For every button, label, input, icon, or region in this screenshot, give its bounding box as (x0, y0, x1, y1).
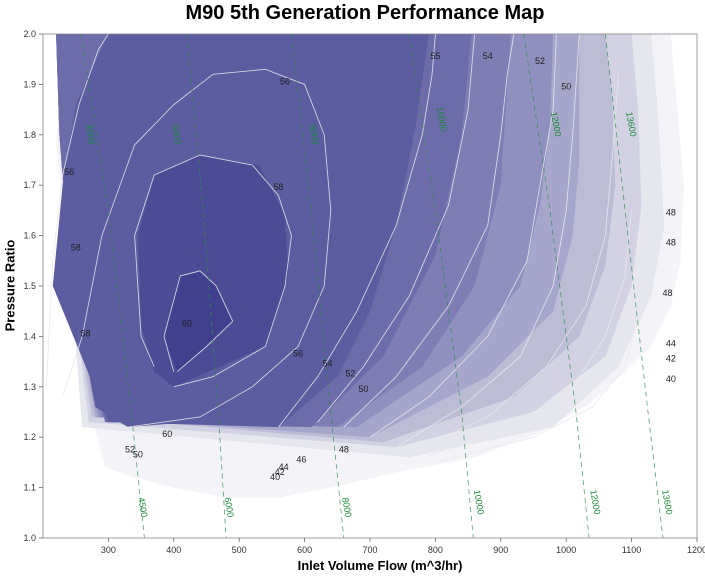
efficiency-contour-line (62, 68, 332, 428)
contour-label: 46 (296, 454, 306, 464)
speed-line-label: 13600 (624, 111, 638, 137)
speed-line (605, 33, 664, 539)
speed-line-label: 8000 (307, 124, 320, 145)
speed-line-label: 6000 (222, 497, 235, 518)
x-tick-label: 700 (362, 545, 377, 555)
y-tick-label: 2.0 (23, 29, 36, 39)
speed-line-label: 4500 (84, 124, 97, 145)
y-tick-label: 1.2 (23, 432, 36, 442)
contour-label: 58 (81, 328, 91, 338)
contour-label: 54 (483, 51, 493, 61)
chart-title: M90 5th Generation Performance Map (185, 2, 545, 24)
contour-label: 52 (535, 56, 545, 66)
contour-label: 40 (666, 374, 676, 384)
speed-line-label: 4500 (136, 497, 149, 518)
y-tick-label: 1.3 (23, 382, 36, 392)
speed-line-label: 10000 (472, 489, 486, 515)
efficiency-contour-line (435, 316, 639, 463)
contour-label: 58 (71, 243, 81, 253)
speed-line (523, 33, 590, 539)
speed-line-label: 12000 (588, 489, 602, 515)
speed-line (408, 33, 474, 539)
x-tick-label: 1000 (556, 545, 576, 555)
efficiency-contour-line (45, 33, 109, 387)
contour-label: 54 (322, 359, 332, 369)
contour-label: 52 (125, 444, 135, 454)
y-tick-label: 1.8 (23, 130, 36, 140)
x-axis-label: Inlet Volume Flow (m^3/hr) (297, 558, 463, 573)
y-tick-label: 1.9 (23, 79, 36, 89)
x-tick-label: 400 (166, 545, 181, 555)
y-tick-label: 1.6 (23, 231, 36, 241)
contour-label: 48 (666, 238, 676, 248)
contour-label: 50 (133, 449, 143, 459)
contour-label: 56 (280, 76, 290, 86)
efficiency-contour-line (422, 210, 633, 458)
contour-label: 60 (182, 318, 192, 328)
y-tick-label: 1.5 (23, 281, 36, 291)
speed-line-label: 13600 (660, 489, 674, 515)
x-tick-label: 600 (297, 545, 312, 555)
efficiency-contour-line (317, 33, 476, 423)
efficiency-contour-line (395, 33, 580, 448)
contour-label: 50 (358, 384, 368, 394)
speed-line-label: 12000 (549, 111, 563, 137)
efficiency-contour-line (343, 33, 515, 428)
x-tick-label: 900 (493, 545, 508, 555)
contour-label: 60 (162, 429, 172, 439)
speed-line-label: 6000 (170, 124, 183, 145)
contour-label: 48 (666, 207, 676, 217)
efficiency-contour-line (369, 33, 557, 438)
y-tick-label: 1.1 (23, 483, 36, 493)
contour-label: 40 (270, 472, 280, 482)
y-tick-label: 1.0 (23, 533, 36, 543)
x-tick-label: 300 (101, 545, 116, 555)
efficiency-contour-line (409, 74, 619, 453)
speed-line-label: 8000 (340, 497, 353, 518)
contour-label: 56 (64, 167, 74, 177)
contour-label: 56 (293, 349, 303, 359)
contour-label: 44 (666, 338, 676, 348)
contour-label: 50 (561, 81, 571, 91)
contour-label: 52 (345, 369, 355, 379)
x-tick-label: 500 (232, 545, 247, 555)
speed-line (186, 33, 227, 539)
contour-label: 48 (339, 444, 349, 454)
efficiency-contour-line (134, 154, 292, 388)
x-tick-label: 800 (428, 545, 443, 555)
contour-label: 44 (279, 462, 289, 472)
contour-label: 48 (663, 288, 673, 298)
speed-line-label: 10000 (435, 106, 449, 132)
x-tick-label: 1200 (687, 545, 705, 555)
contour-label: 58 (273, 182, 283, 192)
y-tick-label: 1.4 (23, 331, 36, 341)
contour-label: 42 (666, 354, 676, 364)
y-tick-label: 1.7 (23, 180, 36, 190)
speed-line (291, 33, 345, 539)
contour-band (164, 270, 233, 372)
x-tick-label: 1100 (622, 545, 641, 555)
efficiency-contour-line (278, 33, 436, 428)
contour-label: 42 (275, 467, 285, 477)
contour-label: 55 (430, 51, 440, 61)
speed-line (80, 33, 145, 539)
